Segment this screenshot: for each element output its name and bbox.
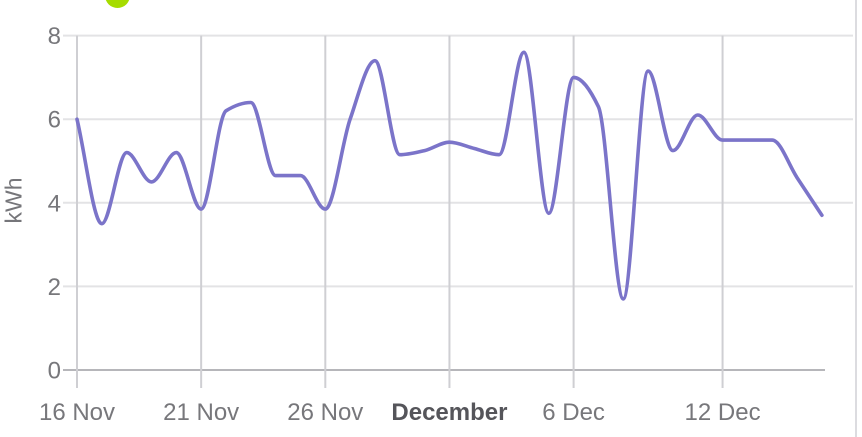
x-tick-label: 26 Nov xyxy=(287,399,363,426)
kwh-series-line xyxy=(75,50,824,301)
x-tick-label: 21 Nov xyxy=(163,399,239,426)
x-tick-label: 12 Dec xyxy=(685,399,761,426)
legend-dot-icon xyxy=(105,0,130,8)
x-tick-label: 6 Dec xyxy=(542,399,605,426)
y-tick-label: 2 xyxy=(48,274,61,301)
y-tick-label: 0 xyxy=(48,358,61,385)
x-tick-label: December xyxy=(391,399,507,426)
panel-divider xyxy=(855,0,857,437)
y-axis-label: kWh xyxy=(0,177,27,224)
y-tick-label: 6 xyxy=(48,107,61,134)
x-tick-label: 16 Nov xyxy=(39,399,115,426)
y-tick-label: 8 xyxy=(48,23,61,50)
y-tick-label: 4 xyxy=(48,190,61,217)
